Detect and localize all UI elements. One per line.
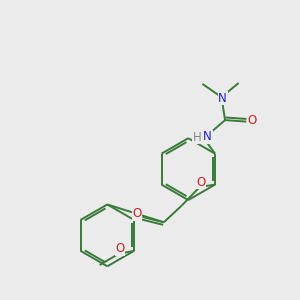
Text: O: O [115,242,124,255]
Text: N: N [218,92,227,105]
Text: N: N [203,130,212,143]
Text: O: O [248,115,257,128]
Text: O: O [132,207,141,220]
Text: O: O [196,176,206,189]
Text: H: H [193,131,202,144]
